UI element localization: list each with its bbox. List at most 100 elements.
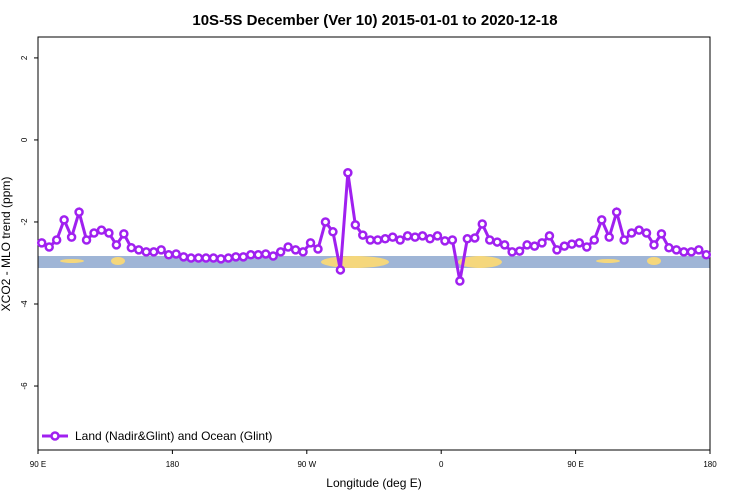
data-point [440, 236, 450, 246]
data-point [634, 225, 644, 235]
land [60, 259, 84, 263]
y-axis-label: XCO2 - MLO trend (ppm) [0, 177, 13, 312]
data-point [462, 234, 473, 244]
data-point [119, 229, 129, 239]
data-point [477, 219, 488, 229]
data-point [171, 249, 181, 259]
data-point [582, 242, 592, 252]
data-point [343, 168, 353, 178]
data-point [335, 265, 346, 275]
data-point [201, 253, 211, 263]
data-point [350, 220, 361, 230]
data-point [552, 245, 562, 255]
data-point [223, 253, 234, 263]
legend-marker [50, 431, 60, 441]
data-point [44, 242, 54, 252]
x-tick-label: 180 [703, 460, 717, 469]
x-tick-label: 0 [439, 460, 444, 469]
data-point [611, 207, 622, 217]
y-tick-label: -4 [20, 300, 29, 308]
map-strip [38, 256, 710, 268]
data-point [529, 241, 540, 251]
data-point [66, 232, 77, 242]
data-point [163, 250, 174, 260]
data-point [253, 250, 264, 260]
data-point [126, 243, 137, 253]
data-point [425, 234, 435, 244]
data-point [514, 246, 525, 256]
data-point [619, 235, 629, 245]
land [321, 256, 389, 268]
data-point [544, 231, 555, 241]
data-point [372, 235, 383, 245]
data-point [59, 215, 69, 225]
data-point [193, 253, 204, 263]
data-point [537, 238, 547, 248]
data-point [216, 254, 226, 264]
data-point [246, 250, 256, 260]
data-point [141, 247, 152, 257]
data-point [694, 245, 704, 255]
x-axis-label: Longitude (deg E) [326, 476, 421, 490]
land [647, 257, 661, 265]
data-point [260, 249, 271, 259]
data-point [387, 232, 398, 242]
data-point [596, 215, 607, 225]
data-point [74, 207, 84, 217]
data-point [432, 231, 443, 241]
data-point [507, 247, 517, 257]
data-point [186, 253, 196, 263]
data-point [656, 229, 667, 239]
data-point [156, 245, 166, 255]
x-tick-label: 180 [166, 460, 180, 469]
data-point [313, 244, 323, 254]
data-point [567, 239, 577, 249]
data-point [104, 228, 114, 238]
data-point [455, 276, 465, 286]
data-point [328, 227, 338, 237]
data-point [701, 250, 712, 260]
data-point [290, 245, 301, 255]
data-point [111, 240, 122, 250]
data-point [417, 231, 428, 241]
plot-frame [37, 36, 711, 451]
x-tick-label: 90 E [30, 460, 46, 469]
land [458, 256, 502, 268]
data-point [470, 233, 480, 243]
data-point [574, 238, 585, 248]
data-point [231, 252, 241, 262]
land [596, 259, 620, 263]
y-tick-label: -6 [20, 382, 29, 390]
data-point [664, 243, 674, 253]
land [111, 257, 125, 265]
data-point [275, 247, 286, 257]
data-point [522, 240, 532, 250]
data-point [298, 247, 308, 257]
y-tick-label: 2 [20, 55, 29, 60]
x-tick-label: 90 W [297, 460, 316, 469]
data-point [208, 253, 219, 263]
data-point [365, 235, 376, 245]
x-tick-label: 90 E [567, 460, 583, 469]
chart-title: 10S-5S December (Ver 10) 2015-01-01 to 2… [192, 12, 557, 29]
data-point [671, 245, 682, 255]
data-point [589, 235, 600, 245]
data-point [410, 232, 420, 242]
data-point [649, 240, 659, 250]
data-point [395, 235, 405, 245]
data-point [499, 240, 510, 250]
data-point [402, 231, 413, 241]
data-point [604, 232, 614, 242]
data-point [51, 235, 62, 245]
y-tick-label: 0 [20, 137, 29, 142]
data-point [305, 238, 316, 248]
data-point [447, 235, 458, 245]
data-point [559, 241, 570, 251]
data-point [626, 228, 637, 238]
data-point [380, 234, 390, 244]
data-point [679, 247, 689, 257]
data-point [492, 237, 502, 247]
data-point [81, 235, 92, 245]
data-point [36, 238, 47, 248]
data-point [283, 242, 293, 252]
